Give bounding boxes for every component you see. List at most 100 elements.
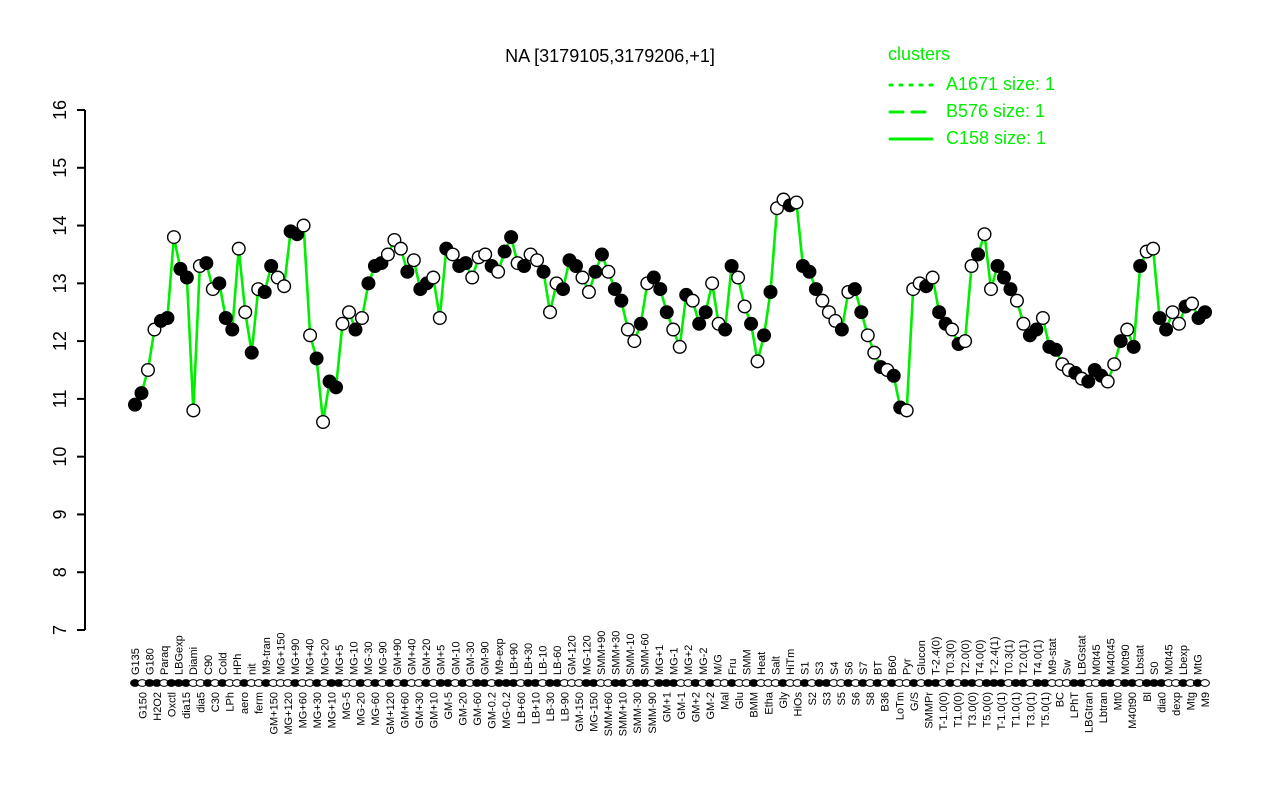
x-tick-label: GM+5 xyxy=(436,645,448,675)
legend: clusters A1671 size: 1 B576 size: 1 C158 s… xyxy=(888,44,1055,152)
x-tick-label: BT xyxy=(872,661,884,675)
data-point xyxy=(1152,311,1167,326)
x-tick-label: ferm xyxy=(254,692,266,714)
x-tick-label: Bl xyxy=(1142,692,1154,702)
x-tick-label: G/S xyxy=(909,692,921,711)
x-tick-label: MG+120 xyxy=(283,692,295,735)
x-tick-label: dia0 xyxy=(1156,692,1168,713)
x-tick-label: MG-60 xyxy=(370,692,382,726)
x-tick-label: T1.0(1) xyxy=(1011,692,1023,727)
data-point xyxy=(445,247,460,262)
data-point xyxy=(633,316,648,331)
x-tick-label: Glucon xyxy=(916,640,928,675)
data-point xyxy=(160,311,175,326)
data-point xyxy=(296,218,311,233)
x-tick-label: C90 xyxy=(203,655,215,675)
legend-entry: A1671 size: 1 xyxy=(888,71,1055,98)
x-tick-label: MG-5 xyxy=(341,692,353,720)
x-labels: G135 G150 G180 H2O2 Paraq Oxctl LBGexp dia15 Dia… xyxy=(130,631,1212,737)
data-point xyxy=(1100,374,1115,389)
data-point xyxy=(393,241,408,256)
data-point xyxy=(244,345,259,360)
x-tick-label: LBGstat xyxy=(1076,635,1088,675)
x-tick-label: GM-120 xyxy=(567,635,579,675)
data-point xyxy=(186,403,201,418)
x-tick-label: S1 xyxy=(800,662,812,675)
x-tick-label: G180 xyxy=(145,648,157,675)
x-tick-label: MG+40 xyxy=(305,639,317,675)
x-tick-label: M9-stat xyxy=(1047,638,1059,675)
data-point xyxy=(588,264,603,279)
data-point xyxy=(685,293,700,308)
x-tick-label: Oxctl xyxy=(166,692,178,717)
data-point xyxy=(932,305,947,320)
x-tick-label: T4.0(1) xyxy=(1033,640,1045,675)
data-point xyxy=(478,247,493,262)
data-point xyxy=(1185,296,1200,311)
legend-title: clusters xyxy=(888,44,951,64)
x-tick-label: MG-30 xyxy=(363,641,375,675)
x-tick-label: Mt0 xyxy=(1113,692,1125,710)
data-point xyxy=(556,282,571,297)
x-tick-label: HPh xyxy=(232,654,244,675)
data-point xyxy=(257,285,272,300)
data-point xyxy=(1009,293,1024,308)
data-point xyxy=(1159,322,1174,337)
data-point xyxy=(653,282,668,297)
x-tick-label: T2.0(1) xyxy=(1018,640,1030,675)
data-point xyxy=(698,305,713,320)
x-tick-label: Mtg xyxy=(1185,692,1197,710)
x-tick-label: GM+30 xyxy=(414,692,426,728)
data-point xyxy=(627,334,642,349)
data-point xyxy=(231,241,246,256)
data-point xyxy=(815,293,830,308)
x-tick-label: B36 xyxy=(880,692,892,712)
data-point xyxy=(607,282,622,297)
x-tick-label: T5.0(1) xyxy=(1040,692,1052,727)
x-tick-label: S0 xyxy=(1149,662,1161,675)
data-point xyxy=(984,282,999,297)
data-point xyxy=(309,351,324,366)
data-point xyxy=(1197,305,1212,320)
data-point xyxy=(1081,374,1096,389)
x-tick-label: MtG xyxy=(1193,654,1205,675)
x-tick-label: LPhT xyxy=(1069,692,1081,719)
x-tick-label: MG+60 xyxy=(297,692,309,728)
x-tick-label: Paraq xyxy=(159,646,171,675)
x-tick-label: G150 xyxy=(137,692,149,719)
data-point xyxy=(996,270,1011,285)
x-tick-label: dia5 xyxy=(196,692,208,713)
data-point xyxy=(614,293,629,308)
x-tick-label: G135 xyxy=(130,648,142,675)
data-point xyxy=(763,285,778,300)
x-tick-label: M40t90 xyxy=(1127,692,1139,729)
x-tick-label: S4 xyxy=(829,662,841,675)
x-tick-label: MG-20 xyxy=(356,692,368,726)
data-point xyxy=(757,328,772,343)
x-tick-label: SMM-60 xyxy=(640,633,652,675)
data-point xyxy=(406,253,421,268)
data-point xyxy=(530,253,545,268)
data-point xyxy=(354,311,369,326)
x-tick-label: T1.0(0) xyxy=(953,692,965,727)
x-tick-label: MG-120 xyxy=(581,635,593,675)
x-tick-label: GM+150 xyxy=(268,692,280,735)
x-tick-label: GM+90 xyxy=(392,639,404,675)
x-tick-label: Gly xyxy=(778,692,790,709)
x-tick-label: C30 xyxy=(210,692,222,712)
x-tick-label: GM-30 xyxy=(465,641,477,675)
data-point xyxy=(731,270,746,285)
x-tick-label: SMM+90 xyxy=(596,631,608,675)
x-tick-label: LB-90 xyxy=(559,692,571,721)
data-point xyxy=(1120,322,1135,337)
x-tick-label: S3 xyxy=(814,662,826,675)
data-point xyxy=(361,276,376,291)
legend-entries: A1671 size: 1 B576 size: 1 C158 size: 1 xyxy=(888,71,1055,152)
legend-line-solid-icon xyxy=(888,137,934,140)
data-point xyxy=(990,259,1005,274)
x-tick-label: GM-20 xyxy=(458,692,470,726)
x-tick-label: S2 xyxy=(807,692,819,705)
x-tick-label: Salt xyxy=(771,656,783,675)
x-tick-label: LB+90 xyxy=(509,643,521,675)
